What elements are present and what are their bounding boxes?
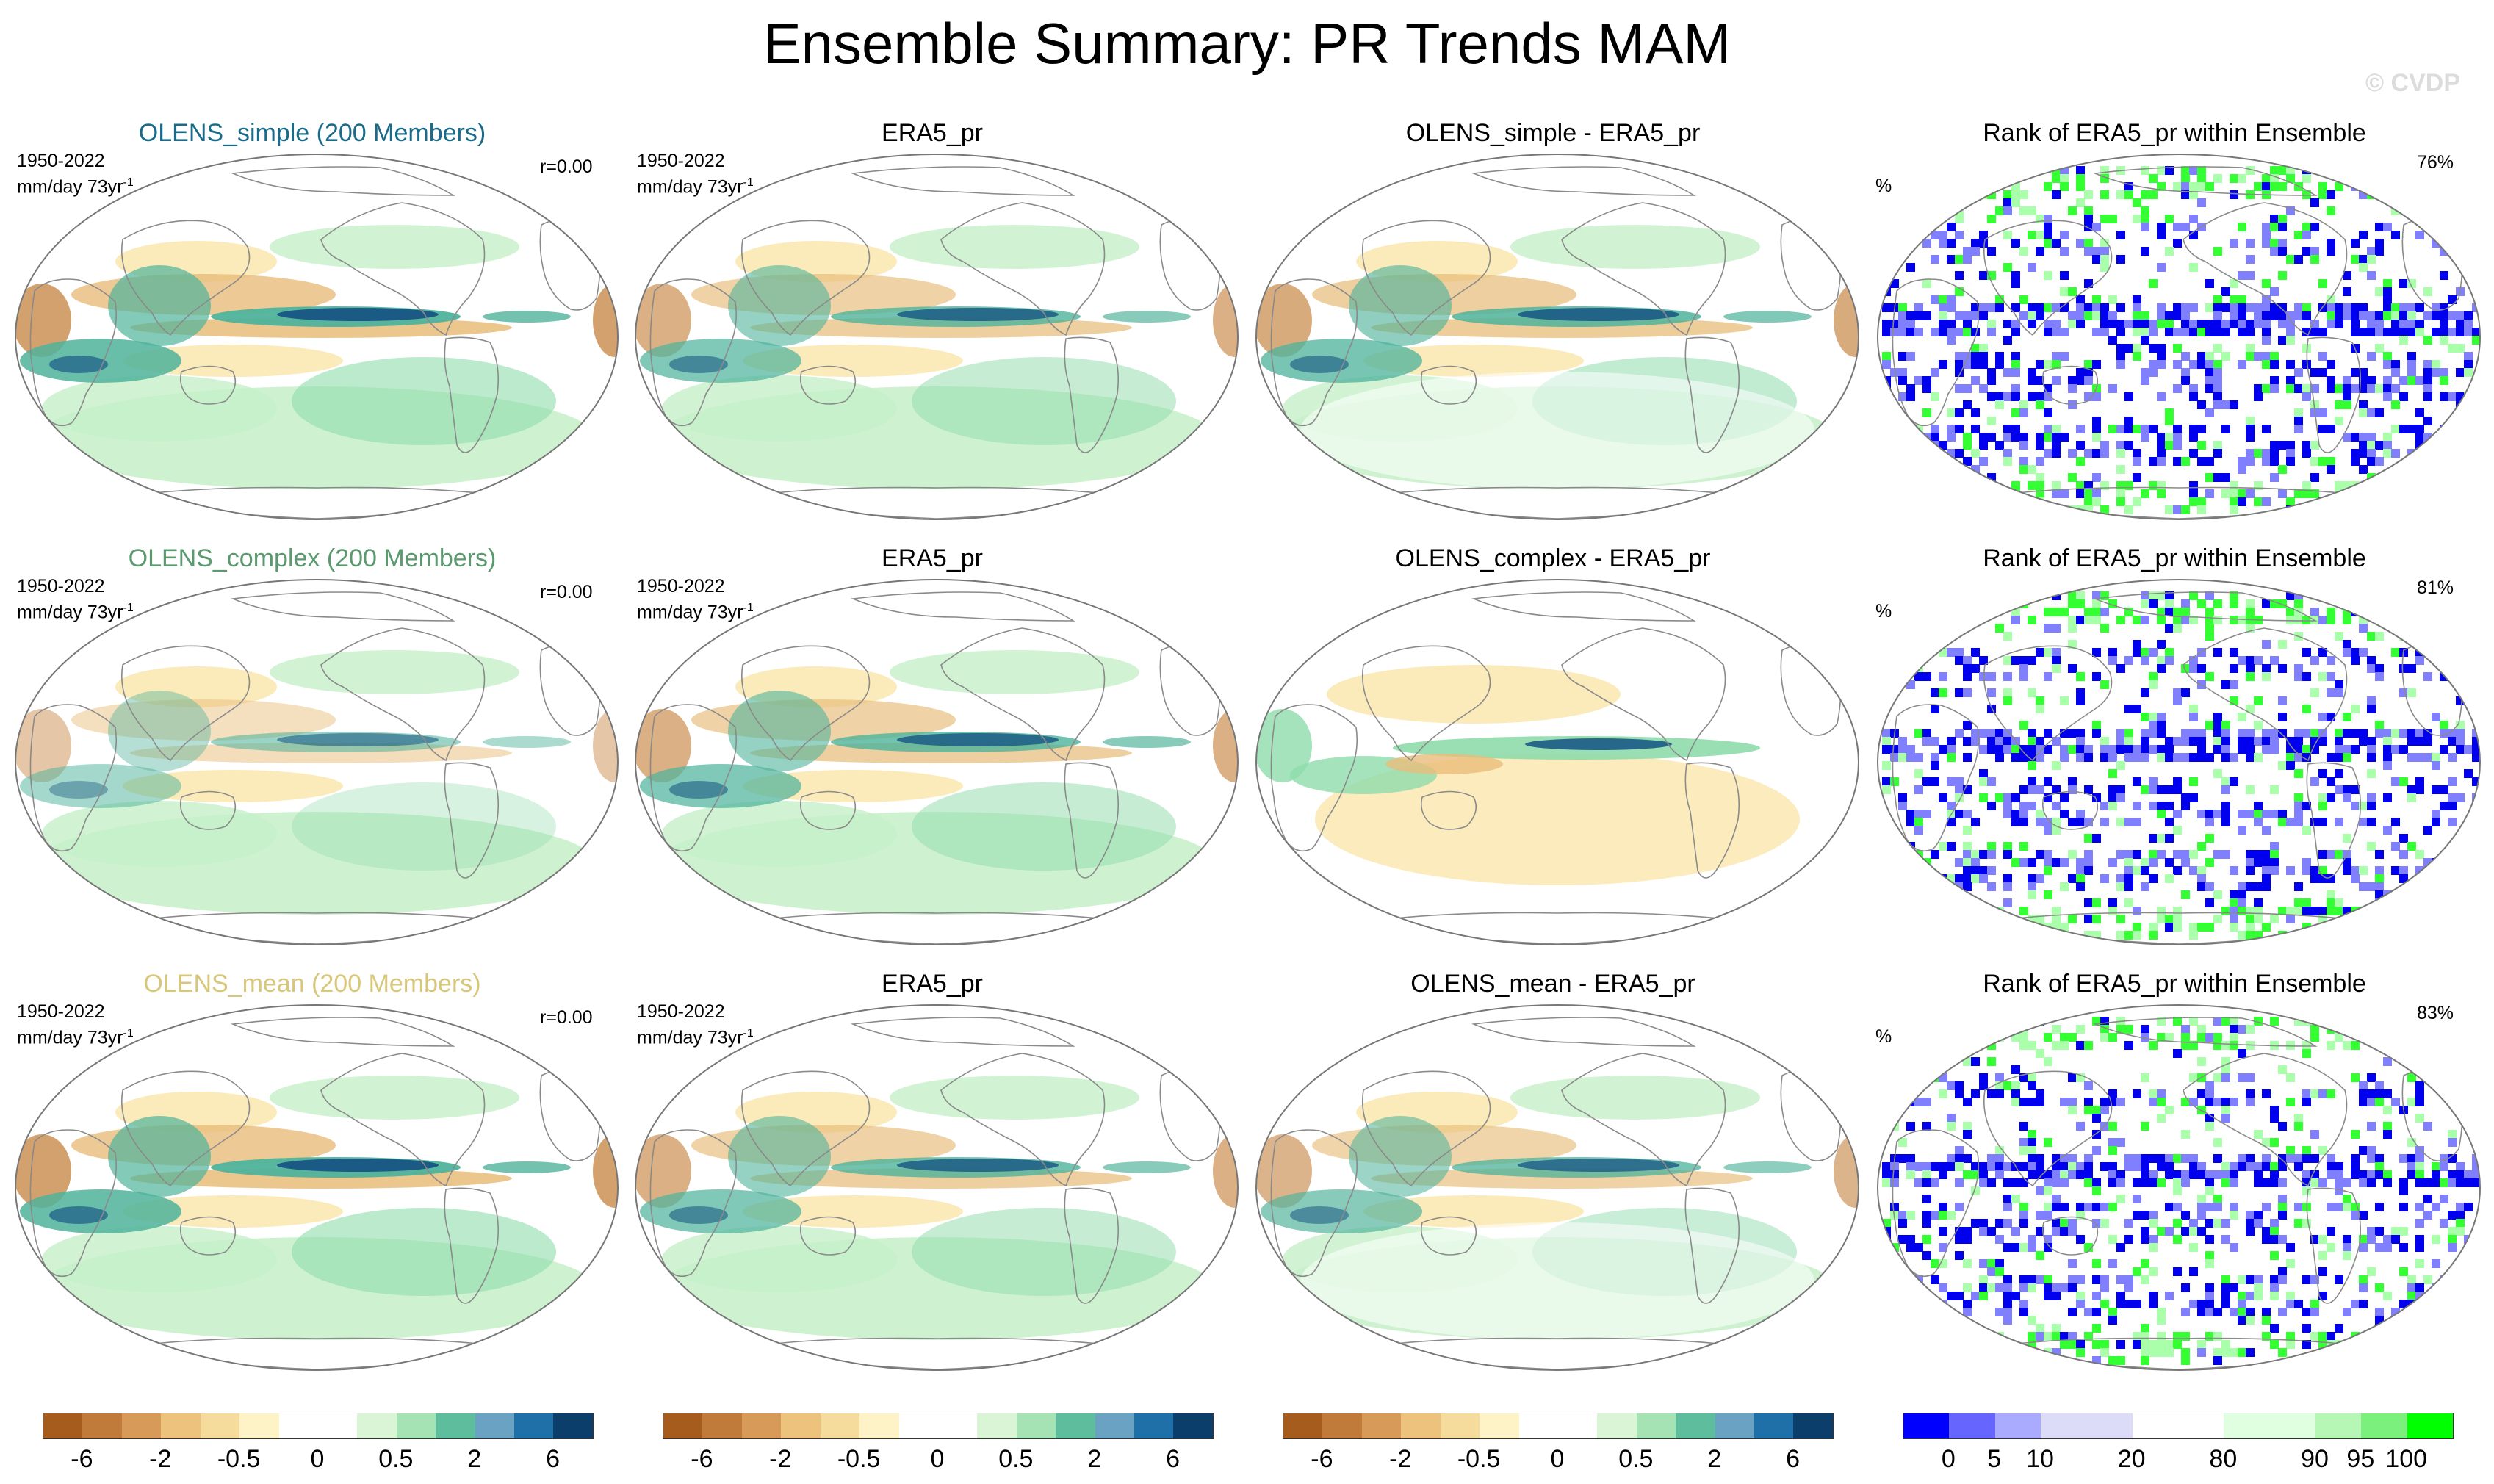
colorbar-tick-label: -2 — [1389, 1445, 1412, 1473]
panel-title-rank: Rank of ERA5_pr within Ensemble — [1983, 544, 2366, 572]
colorbar-tick-label: 6 — [1786, 1445, 1801, 1473]
colorbar-tick-label: -2 — [149, 1445, 172, 1473]
panel-title-model: OLENS_mean (200 Members) — [143, 970, 481, 998]
panel-title-obs: ERA5_pr — [882, 970, 983, 998]
difference-map — [1255, 154, 1859, 520]
colorbar-tick-label: 0 — [1550, 1445, 1565, 1473]
percent-sign: % — [1875, 1026, 1892, 1047]
panel-title-model: OLENS_simple (200 Members) — [138, 119, 486, 147]
obs-trend-map — [635, 154, 1239, 520]
percent-sign: % — [1875, 176, 1892, 196]
panel-title-model: OLENS_complex (200 Members) — [128, 544, 497, 572]
trend-colorbar-3 — [1283, 1413, 1834, 1439]
colorbar-tick-label: 0.5 — [998, 1445, 1034, 1473]
colorbar-tick-label: 95 — [2346, 1445, 2375, 1473]
obs-trend-map — [635, 1004, 1239, 1371]
rank-percent: 76% — [2417, 152, 2454, 173]
panel-title-diff: OLENS_mean - ERA5_pr — [1410, 970, 1695, 998]
period-units-label: 1950-2022 mm/day 73yr-1 — [17, 576, 134, 623]
rank-percent: 83% — [2417, 1003, 2454, 1023]
period-units-label: 1950-2022 mm/day 73yr-1 — [637, 151, 754, 198]
colorbar-tick-label: 2 — [467, 1445, 482, 1473]
colorbar-tick-label: 0.5 — [378, 1445, 414, 1473]
percent-sign: % — [1875, 601, 1892, 622]
colorbar-tick-label: -0.5 — [1457, 1445, 1501, 1473]
rank-map — [1877, 579, 2481, 945]
panel-title-diff: OLENS_complex - ERA5_pr — [1395, 544, 1711, 572]
colorbar-tick-label: -0.5 — [217, 1445, 261, 1473]
obs-trend-map — [635, 579, 1239, 945]
pattern-correlation: r=0.00 — [540, 1007, 593, 1028]
rank-map — [1877, 154, 2481, 520]
difference-map — [1255, 579, 1859, 945]
colorbar-tick-label: 100 — [2385, 1445, 2428, 1473]
period-units-label: 1950-2022 mm/day 73yr-1 — [17, 1001, 134, 1048]
rank-colorbar — [1903, 1413, 2454, 1439]
colorbar-tick-label: 0 — [930, 1445, 945, 1473]
rank-percent: 81% — [2417, 577, 2454, 598]
panel-title-obs: ERA5_pr — [882, 119, 983, 147]
period-units-label: 1950-2022 mm/day 73yr-1 — [637, 1001, 754, 1048]
model-trend-map — [15, 579, 619, 945]
rank-map — [1877, 1004, 2481, 1371]
trend-colorbar-1 — [43, 1413, 594, 1439]
period-units-label: 1950-2022 mm/day 73yr-1 — [637, 576, 754, 623]
colorbar-tick-label: -2 — [769, 1445, 792, 1473]
cvdp-watermark: © CVDP — [2365, 69, 2460, 97]
colorbar-tick-label: 6 — [1166, 1445, 1181, 1473]
colorbar-tick-label: 0 — [1941, 1445, 1956, 1473]
model-trend-map — [15, 1004, 619, 1371]
colorbar-tick-label: 2 — [1087, 1445, 1102, 1473]
panel-title-diff: OLENS_simple - ERA5_pr — [1405, 119, 1701, 147]
colorbar-tick-label: 2 — [1707, 1445, 1722, 1473]
colorbar-tick-label: 90 — [2301, 1445, 2329, 1473]
colorbar-tick-label: 10 — [2026, 1445, 2054, 1473]
difference-map — [1255, 1004, 1859, 1371]
colorbar-tick-label: -0.5 — [837, 1445, 881, 1473]
panel-title-rank: Rank of ERA5_pr within Ensemble — [1983, 119, 2366, 147]
colorbar-tick-label: 5 — [1987, 1445, 2002, 1473]
pattern-correlation: r=0.00 — [540, 582, 593, 602]
colorbar-tick-label: -6 — [71, 1445, 93, 1473]
pattern-correlation: r=0.00 — [540, 156, 593, 177]
model-trend-map — [15, 154, 619, 520]
trend-colorbar-2 — [663, 1413, 1214, 1439]
colorbar-tick-label: -6 — [691, 1445, 713, 1473]
colorbar-tick-label: 80 — [2209, 1445, 2238, 1473]
colorbar-tick-label: -6 — [1311, 1445, 1333, 1473]
colorbar-tick-label: 6 — [546, 1445, 561, 1473]
panel-title-rank: Rank of ERA5_pr within Ensemble — [1983, 970, 2366, 998]
period-units-label: 1950-2022 mm/day 73yr-1 — [17, 151, 134, 198]
panel-title-obs: ERA5_pr — [882, 544, 983, 572]
colorbar-tick-label: 20 — [2117, 1445, 2146, 1473]
colorbar-tick-label: 0.5 — [1618, 1445, 1654, 1473]
colorbar-tick-label: 0 — [310, 1445, 325, 1473]
page-title: Ensemble Summary: PR Trends MAM — [763, 11, 1731, 76]
